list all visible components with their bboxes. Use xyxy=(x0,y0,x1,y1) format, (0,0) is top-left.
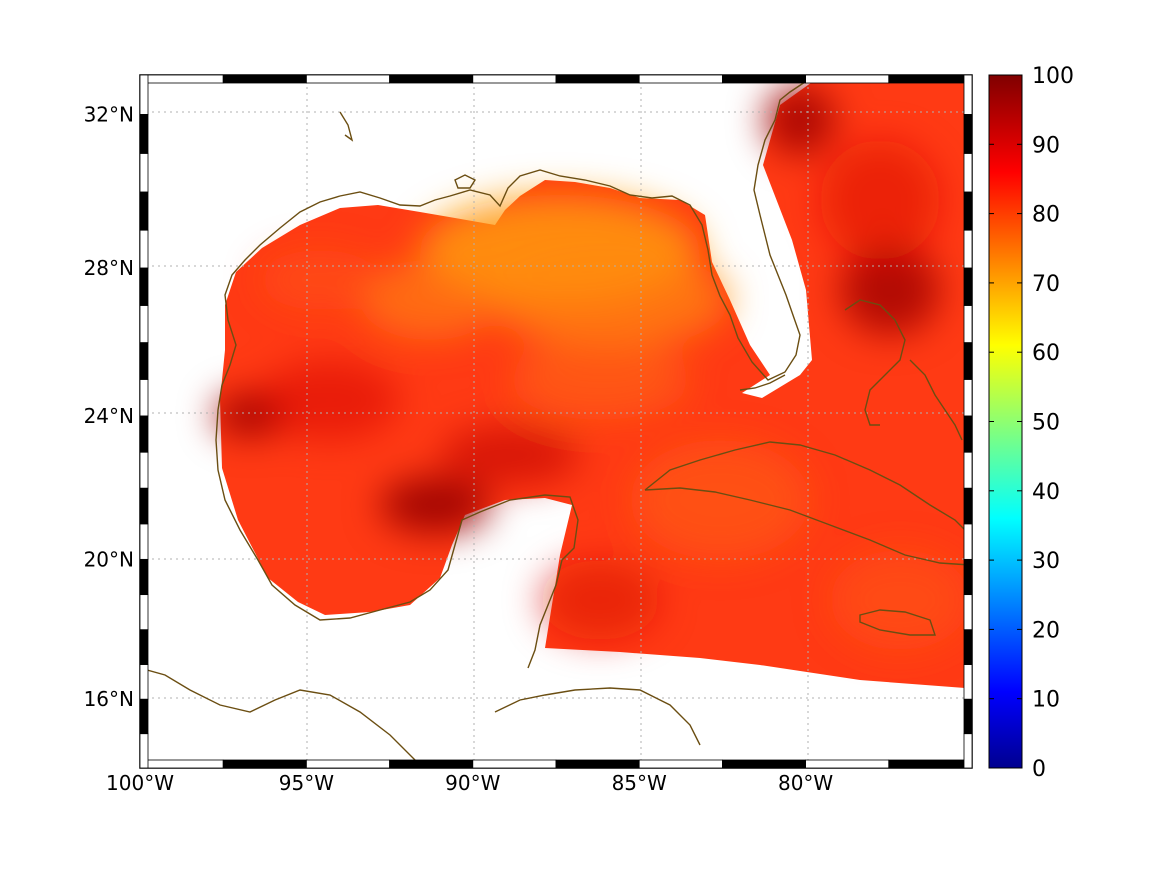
frame-segment xyxy=(963,629,973,665)
frame-segment xyxy=(139,594,149,631)
frame-segment xyxy=(963,487,973,525)
frame-segment xyxy=(963,594,973,631)
frame-segment xyxy=(638,759,723,769)
frame-segment xyxy=(139,267,149,306)
frame-segment xyxy=(139,379,149,417)
frame-segment xyxy=(638,74,723,84)
coastlines xyxy=(140,79,971,766)
colorbar-tick-label: 0 xyxy=(1032,757,1046,782)
lat-tick-label: 28°N xyxy=(84,256,134,280)
data-field xyxy=(140,75,972,768)
frame-segment xyxy=(139,114,149,154)
lat-tick-label: 16°N xyxy=(84,687,134,711)
colorbar-tick-label: 30 xyxy=(1032,549,1060,574)
colorbar-tick-label: 60 xyxy=(1032,341,1060,366)
frame-segment xyxy=(805,74,890,84)
frame-segment xyxy=(139,759,224,769)
colorbar-tick-label: 20 xyxy=(1032,618,1060,643)
frame-segment xyxy=(963,379,973,417)
colorbar-tick-label: 40 xyxy=(1032,480,1060,505)
latitude-labels: 32°N 28°N 24°N 20°N 16°N xyxy=(84,102,134,711)
lat-tick-label: 24°N xyxy=(84,404,134,428)
frame-segment xyxy=(963,74,973,115)
frame-segment xyxy=(963,664,973,700)
frame-segment xyxy=(389,74,474,84)
map-frame xyxy=(139,74,973,769)
frame-segment xyxy=(472,74,557,84)
frame-segment xyxy=(139,415,149,453)
frame-segment xyxy=(963,229,973,269)
lon-tick-label: 95°W xyxy=(279,771,334,795)
frame-segment xyxy=(963,558,973,596)
frame-segment xyxy=(963,415,973,453)
lon-tick-label: 90°W xyxy=(445,771,500,795)
frame-segment xyxy=(963,267,973,306)
colorbar-tick-label: 70 xyxy=(1032,272,1060,297)
frame-segment xyxy=(305,759,390,769)
frame-segment xyxy=(963,114,973,154)
lat-tick-label: 32°N xyxy=(84,102,134,126)
frame-segment xyxy=(139,733,149,769)
lon-tick-label: 80°W xyxy=(778,771,833,795)
longitude-labels: 100°W 95°W 90°W 85°W 80°W xyxy=(106,771,833,795)
frame-segment xyxy=(139,152,149,193)
frame-segment xyxy=(139,558,149,596)
frame-segment xyxy=(139,74,149,115)
frame-segment xyxy=(139,523,149,560)
frame-segment xyxy=(139,487,149,525)
colorbar-tick-label: 100 xyxy=(1032,64,1074,89)
frame-segment xyxy=(805,759,890,769)
colorbar-tick-label: 50 xyxy=(1032,411,1060,436)
frame-segment xyxy=(222,759,307,769)
frame-segment xyxy=(139,305,149,343)
frame-segment xyxy=(389,759,474,769)
frame-segment xyxy=(963,191,973,231)
frame-segment xyxy=(963,342,973,380)
frame-segment xyxy=(222,74,307,84)
colorbar-tick-label: 10 xyxy=(1032,688,1060,713)
frame-segment xyxy=(139,451,149,489)
frame-segment xyxy=(963,523,973,560)
frame-segment xyxy=(139,342,149,380)
frame-segment xyxy=(963,733,973,769)
colorbar-tick-label: 80 xyxy=(1032,203,1060,228)
frame-segment xyxy=(963,305,973,343)
frame-segment xyxy=(888,74,973,84)
frame-segment xyxy=(139,74,224,84)
frame-segment xyxy=(963,152,973,193)
frame-segment xyxy=(722,759,807,769)
lon-tick-label: 100°W xyxy=(106,771,174,795)
frame-segment xyxy=(139,229,149,269)
frame-segment xyxy=(139,629,149,665)
frame-segment xyxy=(963,698,973,735)
frame-segment xyxy=(472,759,557,769)
lat-tick-label: 20°N xyxy=(84,547,134,571)
frame-segment xyxy=(888,759,973,769)
colorbar-tick-label: 90 xyxy=(1032,133,1060,158)
frame-segment xyxy=(963,451,973,489)
frame-segment xyxy=(139,191,149,231)
frame-segment xyxy=(555,759,640,769)
frame-segment xyxy=(555,74,640,84)
frame-segment xyxy=(722,74,807,84)
lon-tick-label: 85°W xyxy=(612,771,667,795)
frame-segment xyxy=(305,74,390,84)
frame-segment xyxy=(139,664,149,700)
frame-segment xyxy=(139,698,149,735)
